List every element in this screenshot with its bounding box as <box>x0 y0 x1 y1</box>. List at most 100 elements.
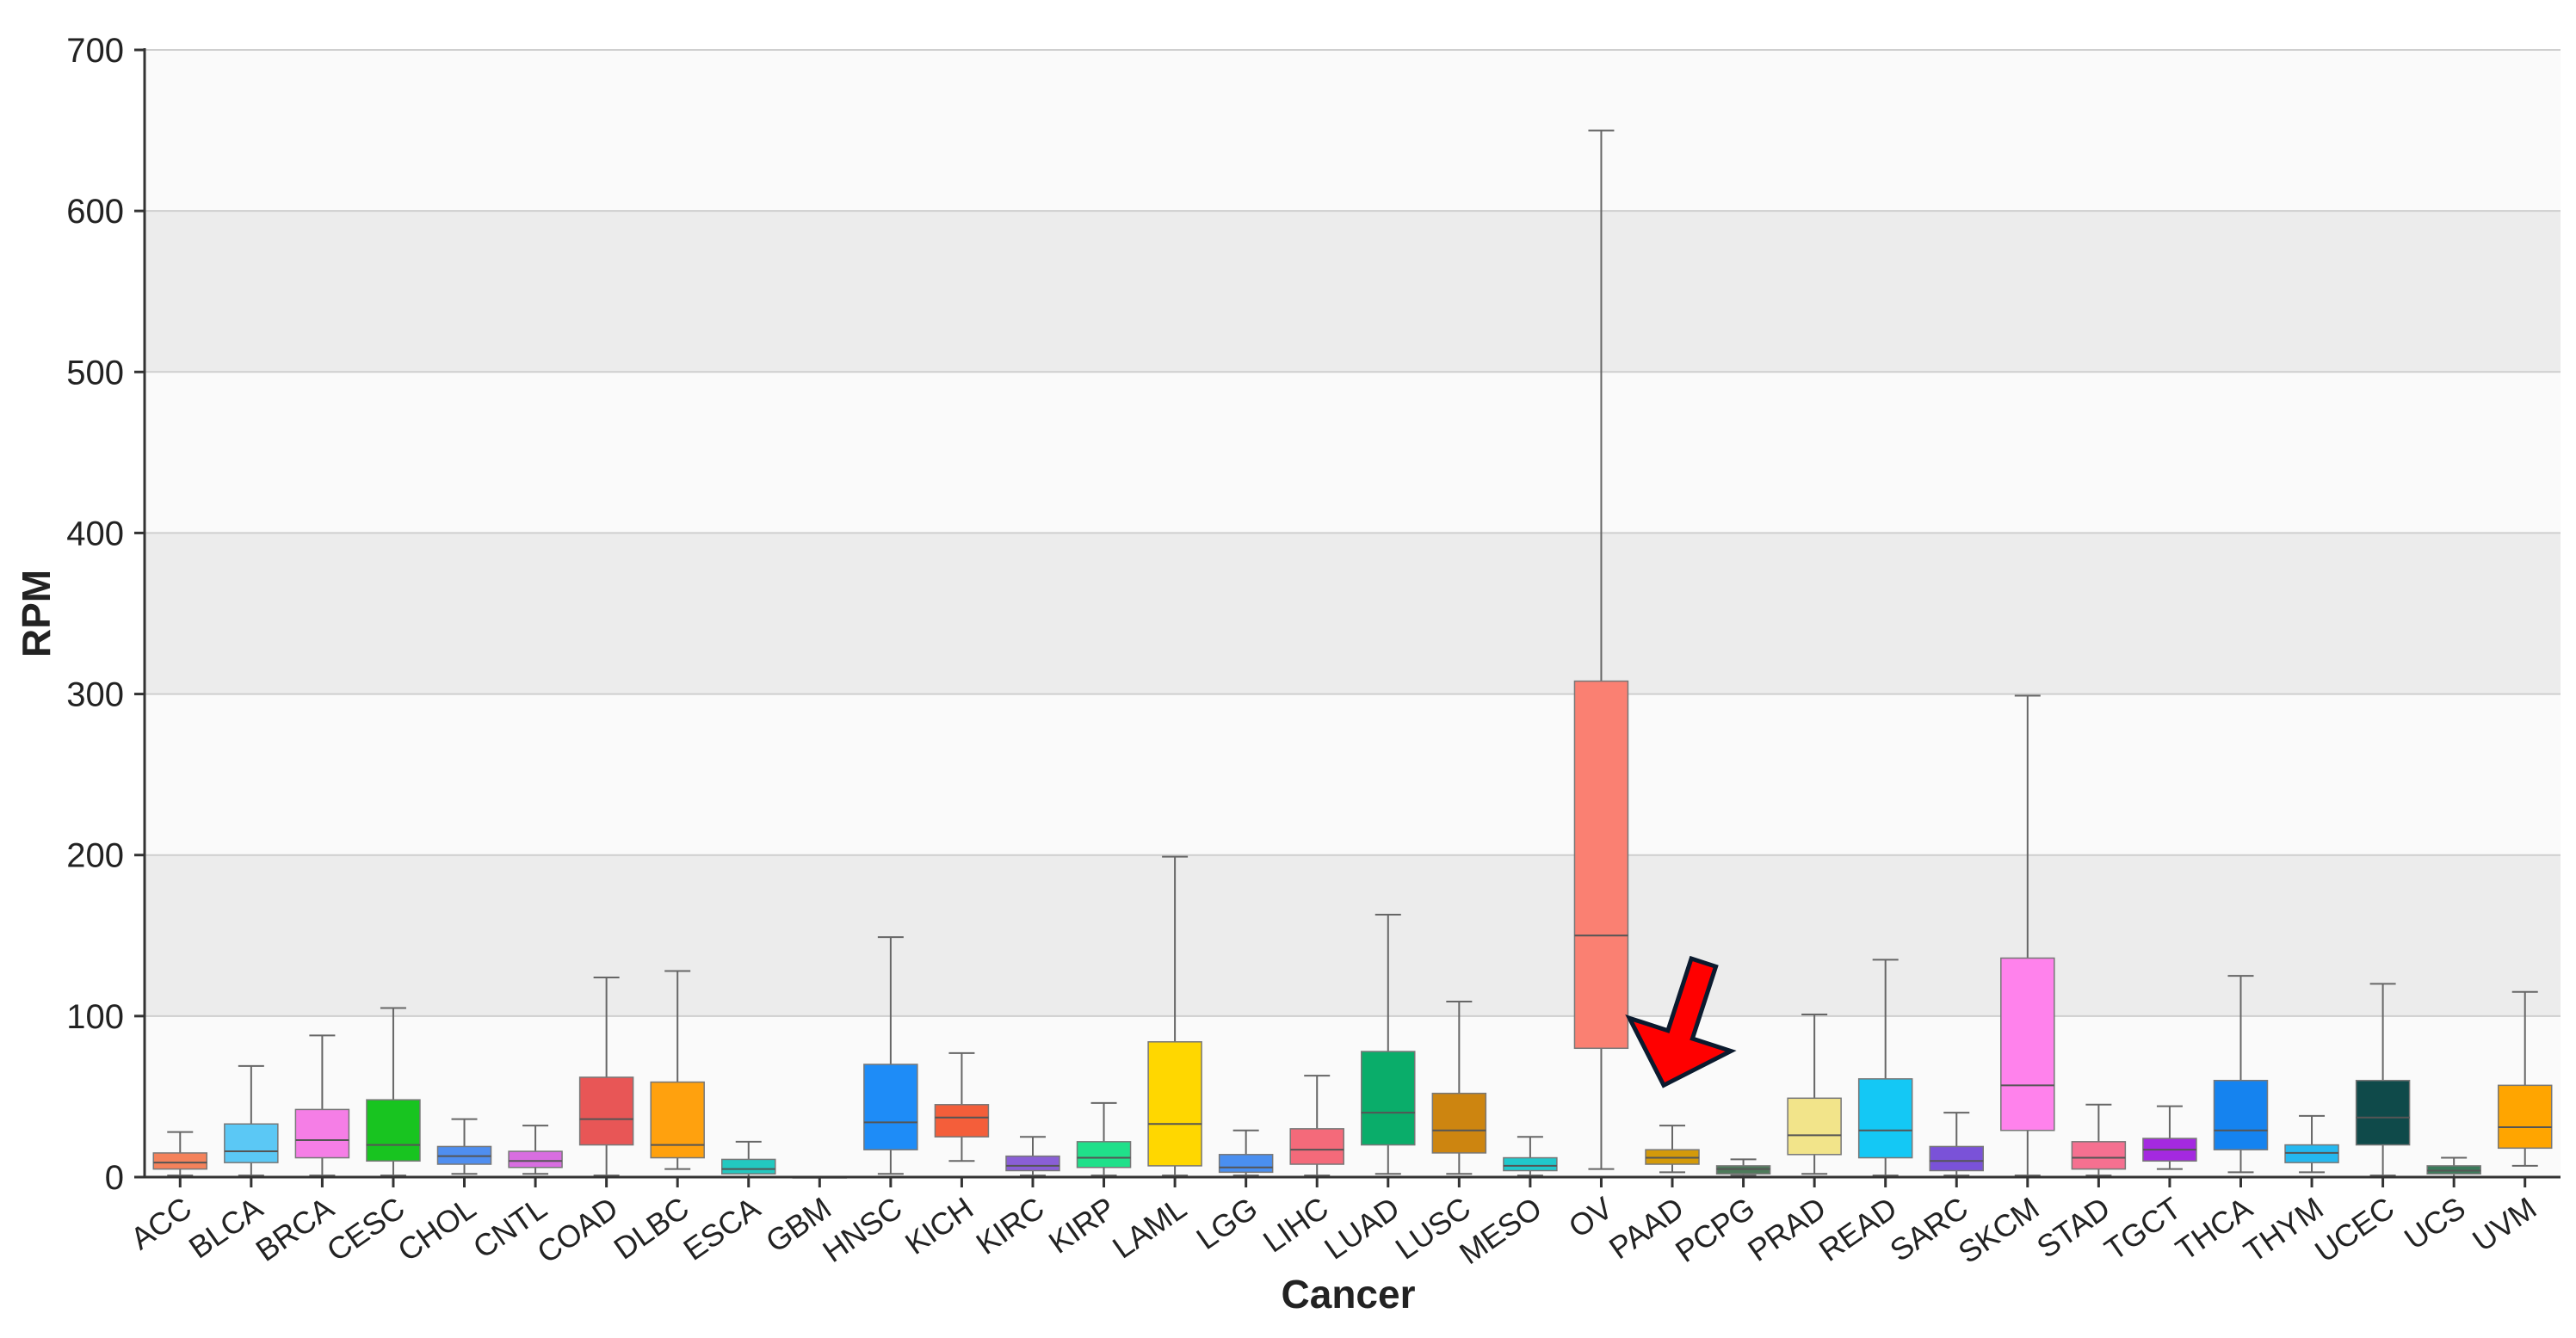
box-iqr <box>650 1081 705 1159</box>
box-iqr <box>1503 1156 1558 1172</box>
y-tick-label: 700 <box>66 32 124 70</box>
x-tick-label: SKCM <box>1952 1190 2046 1270</box>
box-kich <box>934 1051 990 1162</box>
box-iqr <box>1929 1145 1984 1172</box>
x-tick-label: SARC <box>1883 1190 1974 1268</box>
box-iqr <box>1076 1141 1132 1168</box>
x-tick-label: THYM <box>2238 1190 2330 1269</box>
box-iqr <box>2000 957 2055 1131</box>
box-lihc <box>1289 1075 1344 1177</box>
box-laml <box>1147 855 1202 1177</box>
box-iqr <box>578 1076 634 1146</box>
box-stad <box>2071 1103 2127 1177</box>
grid-band <box>145 211 2561 373</box>
y-tick-label: 400 <box>66 515 124 552</box>
x-tick-label: MESO <box>1453 1190 1547 1271</box>
box-skcm <box>2000 694 2055 1177</box>
grid-band <box>145 533 2561 694</box>
box-iqr <box>863 1064 918 1150</box>
box-prad <box>1787 1013 1842 1175</box>
box-iqr <box>508 1150 563 1168</box>
box-chol <box>436 1118 492 1175</box>
x-tick-label: COAD <box>530 1190 624 1270</box>
y-tick-label: 500 <box>66 354 124 392</box>
box-iqr <box>2355 1079 2411 1146</box>
x-tick-label: ACC <box>124 1190 198 1256</box>
box-iqr <box>1431 1092 1487 1154</box>
x-tick-label: TGCT <box>2098 1190 2188 1267</box>
box-iqr <box>152 1152 208 1170</box>
box-pcpg <box>1715 1158 1771 1177</box>
x-tick-label: KICH <box>899 1190 979 1261</box>
x-tick-label: BRCA <box>250 1190 340 1268</box>
annotation-arrow <box>1625 955 1737 1088</box>
box-iqr <box>1857 1078 1913 1159</box>
box-iqr <box>934 1104 990 1138</box>
box-iqr <box>1787 1097 1842 1156</box>
box-iqr <box>1289 1128 1344 1165</box>
red-arrow-icon <box>1625 955 1737 1088</box>
x-axis-ticks: ACCBLCABRCACESCCHOLCNTLCOADDLBCESCAGBMHN… <box>124 1177 2542 1271</box>
box-iqr <box>2213 1079 2269 1150</box>
box-iqr <box>1361 1051 1416 1146</box>
box-kirp <box>1076 1101 1132 1177</box>
x-tick-label: LGG <box>1189 1190 1263 1256</box>
box-thca <box>2213 975 2269 1174</box>
x-tick-label: UCS <box>2398 1190 2472 1256</box>
box-cesc <box>366 1007 421 1177</box>
box-luad <box>1361 913 1416 1175</box>
grid-bands <box>145 50 2561 1177</box>
box-series <box>152 129 2553 1179</box>
x-tick-label: ESCA <box>677 1190 767 1267</box>
box-tgct <box>2142 1105 2197 1170</box>
box-lusc <box>1431 1001 1487 1175</box>
box-iqr <box>1147 1041 1202 1167</box>
x-tick-label: UVM <box>2466 1190 2542 1258</box>
box-dlbc <box>650 970 705 1170</box>
x-tick-label: KIRP <box>1042 1190 1121 1261</box>
box-kirc <box>1005 1136 1060 1177</box>
y-tick-label: 200 <box>66 837 124 875</box>
x-tick-label: STAD <box>2030 1190 2116 1265</box>
x-tick-label: LUAD <box>1318 1190 1405 1267</box>
x-tick-label: PCPG <box>1669 1190 1761 1269</box>
x-tick-label: UCEC <box>2308 1190 2400 1269</box>
x-tick-label: HNSC <box>816 1190 908 1269</box>
y-axis-ticks: 0 100 200 300 400 500 600 700 <box>66 32 145 1197</box>
box-iqr <box>721 1158 776 1175</box>
x-tick-label: BLCA <box>182 1190 269 1266</box>
x-tick-label: LIHC <box>1257 1190 1335 1260</box>
y-tick-label: 100 <box>66 998 124 1036</box>
x-tick-label: KIRC <box>970 1190 1051 1261</box>
box-acc <box>152 1131 208 1177</box>
box-iqr <box>224 1123 279 1163</box>
box-meso <box>1503 1136 1558 1177</box>
box-hnsc <box>863 936 918 1175</box>
box-blca <box>224 1064 279 1177</box>
box-lgg <box>1218 1129 1274 1177</box>
box-paad <box>1645 1125 1700 1174</box>
grid-lines <box>145 49 2561 1017</box>
x-tick-label: CHOL <box>392 1190 482 1268</box>
x-tick-label: THCA <box>2169 1190 2258 1267</box>
box-iqr <box>2071 1141 2127 1170</box>
y-tick-label: 300 <box>66 676 124 714</box>
box-sarc <box>1929 1112 1984 1177</box>
box-thym <box>2284 1114 2339 1174</box>
x-tick-label: LAML <box>1106 1190 1193 1266</box>
box-uvm <box>2497 990 2553 1167</box>
box-iqr <box>1005 1155 1060 1172</box>
x-tick-label: READ <box>1813 1190 1903 1268</box>
x-axis-title: Cancer <box>1282 1272 1416 1316</box>
box-ov <box>1573 129 1629 1170</box>
box-iqr <box>294 1108 350 1159</box>
box-coad <box>578 976 634 1177</box>
x-tick-label: PRAD <box>1741 1190 1832 1268</box>
box-iqr <box>1218 1154 1274 1174</box>
y-axis-title: RPM <box>14 570 59 657</box>
box-brca <box>294 1034 350 1177</box>
box-ucec <box>2355 983 2411 1177</box>
x-tick-label: CESC <box>320 1190 411 1268</box>
box-cntl <box>508 1125 563 1175</box>
x-tick-label: PAAD <box>1603 1190 1690 1266</box>
